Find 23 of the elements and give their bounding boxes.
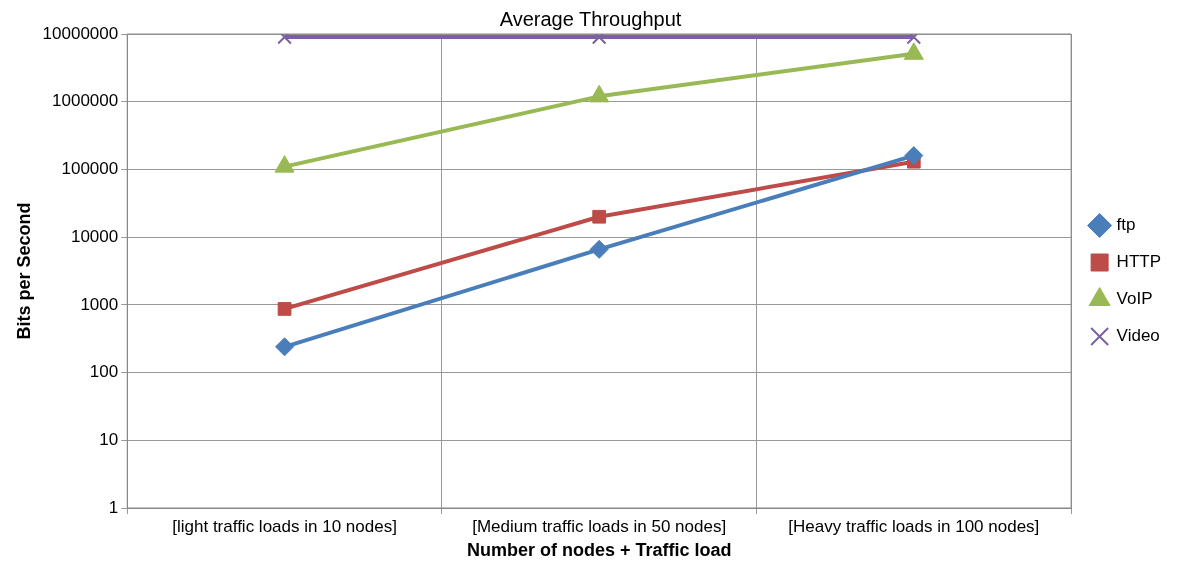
x-tick-label: [Heavy traffic loads in 100 nodes]: [788, 516, 1040, 536]
legend-label: ftp: [1116, 215, 1136, 235]
y-tick-label: 100: [89, 362, 119, 382]
point: [275, 337, 295, 357]
y-tick-label: 1: [108, 497, 119, 517]
point: [904, 146, 924, 166]
legend-label: HTTP: [1116, 252, 1162, 272]
y-tick-label: 10000: [70, 226, 119, 246]
y-tick-label: 10: [99, 429, 119, 449]
point: [277, 302, 292, 316]
point: [589, 239, 609, 259]
point: [592, 209, 607, 224]
chart-title: Average Throughput: [499, 7, 682, 30]
y-axis-title: Bits per Second: [13, 202, 34, 340]
legend-label: Video: [1116, 326, 1160, 346]
y-tick-label: 10000000: [42, 23, 119, 43]
legend-label: VoIP: [1116, 289, 1153, 309]
y-tick-label: 100000: [61, 159, 119, 179]
x-axis-title: Number of nodes + Traffic load: [466, 540, 732, 561]
y-tick-label: 1000000: [52, 91, 119, 111]
x-tick-label: [light traffic loads in 10 nodes]: [172, 516, 397, 536]
x-tick-label: [Medium traffic loads in 50 nodes]: [472, 516, 727, 536]
y-tick-label: 1000: [80, 294, 119, 314]
